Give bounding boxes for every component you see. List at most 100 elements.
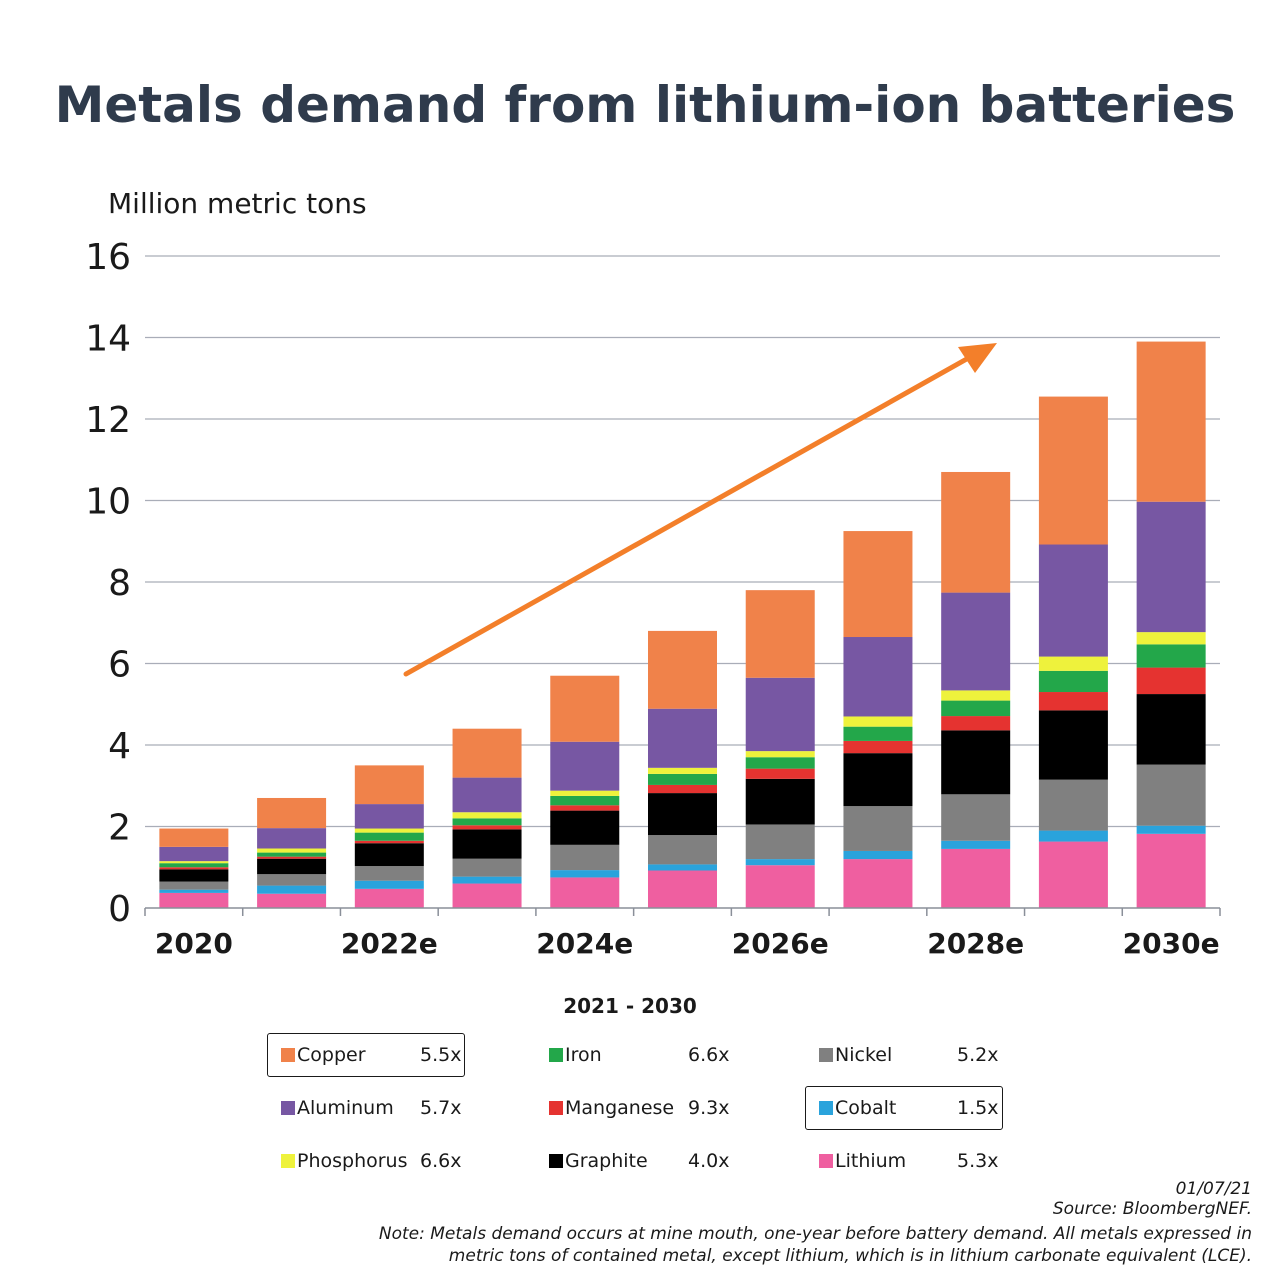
legend-label: Aluminum <box>297 1097 394 1119</box>
bar-segment-manganese <box>745 768 815 779</box>
bar-segment-graphite <box>843 753 913 807</box>
bar-segment-graphite <box>648 793 717 836</box>
bar-segment-cobalt <box>1136 825 1206 834</box>
bar-segment-cobalt <box>452 876 522 884</box>
legend-swatch <box>281 1048 295 1062</box>
bar-segment-nickel <box>648 835 717 865</box>
bar-segment-iron <box>452 818 522 826</box>
bar-segment-phosphorus <box>257 848 327 853</box>
bar-segment-lithium <box>1038 841 1108 908</box>
bar-segment-graphite <box>452 829 522 859</box>
bar-segment-copper <box>745 590 815 678</box>
legend-swatch <box>549 1101 563 1115</box>
bar-segment-graphite <box>941 730 1011 795</box>
x-tick-label: 2026e <box>732 927 829 960</box>
bar-segment-lithium <box>843 859 913 908</box>
legend-item-manganese: Manganese <box>549 1097 674 1119</box>
y-tick-label: 0 <box>108 889 131 930</box>
bar-segment-phosphorus <box>550 790 620 796</box>
bar-segment-lithium <box>745 865 815 908</box>
bar-segment-copper <box>648 630 717 709</box>
bar-segment-aluminum <box>550 741 620 791</box>
trend-arrow <box>403 343 997 677</box>
legend-label: Phosphorus <box>297 1150 408 1172</box>
bar-segment-manganese <box>452 825 522 830</box>
y-tick-label: 12 <box>85 400 131 441</box>
x-tick-label: 2020 <box>155 927 233 960</box>
bar-segment-manganese <box>257 856 327 859</box>
legend-multiplier: 6.6x <box>688 1044 730 1066</box>
legend-swatch <box>819 1048 833 1062</box>
bar-segment-iron <box>1038 670 1108 693</box>
legend-label: Iron <box>565 1044 602 1066</box>
bar-segment-graphite <box>1038 710 1108 780</box>
legend-label: Copper <box>297 1044 366 1066</box>
bar-segment-graphite <box>257 858 327 875</box>
bar-segment-aluminum <box>843 637 913 717</box>
bar-segment-nickel <box>159 881 229 890</box>
bar-segment-graphite <box>159 869 229 882</box>
bar-segment-lithium <box>354 888 424 908</box>
legend-multiplier: 6.6x <box>420 1150 462 1172</box>
legend-item-aluminum: Aluminum <box>281 1097 394 1119</box>
bar-segment-cobalt <box>843 850 913 860</box>
bar-segment-graphite <box>745 778 815 825</box>
bar-segment-phosphorus <box>1136 632 1206 645</box>
bar-segment-phosphorus <box>159 861 229 864</box>
bar-segment-aluminum <box>648 708 717 768</box>
x-tick-label: 2022e <box>341 927 438 960</box>
legend-item-cobalt: Cobalt <box>819 1097 896 1119</box>
bar-segment-manganese <box>550 805 620 811</box>
bar-segment-iron <box>745 757 815 769</box>
bar-segment-copper <box>1038 396 1108 545</box>
bar-segment-iron <box>941 700 1011 717</box>
bar-segment-aluminum <box>745 677 815 752</box>
legend-multiplier: 5.7x <box>420 1097 462 1119</box>
bar-segment-phosphorus <box>648 767 717 774</box>
bar-segment-iron <box>1136 644 1206 668</box>
bar-segment-copper <box>941 471 1011 593</box>
legend-item-lithium: Lithium <box>819 1150 906 1172</box>
bar-segment-copper <box>257 797 327 829</box>
legend-highlight-box <box>267 1033 465 1077</box>
y-tick-label: 16 <box>85 237 131 278</box>
y-tick-label: 2 <box>108 808 131 849</box>
bar-segment-iron <box>257 852 327 857</box>
trend-arrow-head <box>958 343 997 373</box>
bar-segment-phosphorus <box>1038 656 1108 671</box>
footer-note-line1: Note: Metals demand occurs at mine mouth… <box>378 1224 1252 1244</box>
legend-label: Nickel <box>835 1044 893 1066</box>
bar-segment-copper <box>159 828 229 847</box>
bar-segment-cobalt <box>941 840 1011 849</box>
y-tick-label: 8 <box>108 563 131 604</box>
footer-source: Source: BloombergNEF. <box>1052 1199 1252 1219</box>
legend-highlight-box <box>805 1086 1003 1130</box>
bar-segment-iron <box>354 832 424 841</box>
bar-segment-manganese <box>941 716 1011 731</box>
bar-segment-phosphorus <box>843 716 913 727</box>
x-tick-label: 2028e <box>927 927 1024 960</box>
footer-note-line2: metric tons of contained metal, except l… <box>448 1246 1252 1266</box>
bar-segment-iron <box>648 773 717 785</box>
legend-swatch <box>281 1101 295 1115</box>
legend-swatch <box>819 1101 833 1115</box>
legend-multiplier: 5.2x <box>957 1044 999 1066</box>
bar-segment-copper <box>452 728 522 778</box>
y-axis-label: Million metric tons <box>108 187 367 220</box>
legend-label: Lithium <box>835 1150 907 1172</box>
bar-segment-aluminum <box>159 846 229 862</box>
bar-segment-aluminum <box>1038 544 1108 657</box>
bar-segment-copper <box>1136 341 1206 502</box>
legend-multiplier: 4.0x <box>688 1150 730 1172</box>
bar-segment-phosphorus <box>745 751 815 758</box>
y-tick-label: 6 <box>108 645 131 686</box>
y-tick-label: 10 <box>85 482 131 523</box>
legend-label: Cobalt <box>835 1097 897 1119</box>
bar-segment-copper <box>354 765 424 805</box>
bars <box>159 341 1206 908</box>
bar-segment-cobalt <box>257 885 327 894</box>
bar-segment-phosphorus <box>452 812 522 819</box>
bar-segment-lithium <box>159 892 229 908</box>
bar-segment-iron <box>843 726 913 741</box>
